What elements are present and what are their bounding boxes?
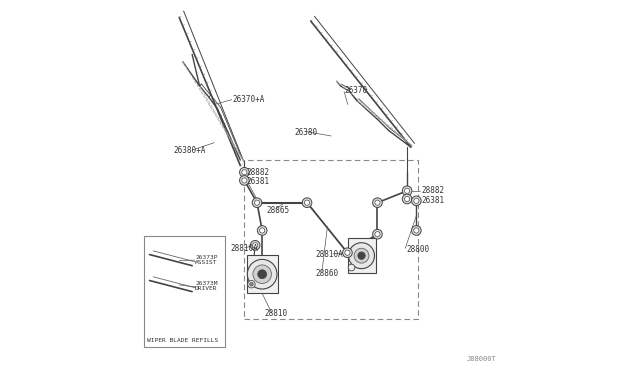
Text: 26381: 26381 <box>421 196 444 205</box>
Circle shape <box>375 232 380 237</box>
Circle shape <box>354 248 369 263</box>
Text: 26370: 26370 <box>344 86 367 95</box>
Circle shape <box>349 243 374 269</box>
Text: 26380: 26380 <box>294 128 317 137</box>
Text: 26370+A: 26370+A <box>232 95 264 104</box>
Circle shape <box>302 198 312 208</box>
Circle shape <box>253 243 258 248</box>
Circle shape <box>412 226 421 235</box>
Circle shape <box>250 282 253 286</box>
Text: 26373M: 26373M <box>195 281 218 286</box>
Text: 26373P: 26373P <box>195 255 218 260</box>
Circle shape <box>242 178 247 183</box>
Text: 28865: 28865 <box>266 206 289 215</box>
Text: 28882: 28882 <box>246 168 269 177</box>
Text: 26380+A: 26380+A <box>173 146 206 155</box>
Circle shape <box>257 226 267 235</box>
Text: 28882: 28882 <box>421 186 444 195</box>
Circle shape <box>404 196 410 202</box>
Circle shape <box>358 252 365 259</box>
Circle shape <box>414 228 419 233</box>
Circle shape <box>248 259 277 289</box>
Bar <box>144 236 225 347</box>
Circle shape <box>239 167 249 177</box>
Text: 26381: 26381 <box>246 177 269 186</box>
Circle shape <box>345 250 350 255</box>
Circle shape <box>252 198 262 208</box>
Text: 28860: 28860 <box>315 269 339 278</box>
Circle shape <box>372 230 382 239</box>
Circle shape <box>305 200 310 205</box>
Bar <box>246 254 278 294</box>
Text: DRIVER: DRIVER <box>195 286 218 291</box>
Text: WIPER BLADE REFILLS: WIPER BLADE REFILLS <box>147 338 218 343</box>
Circle shape <box>253 265 271 283</box>
Text: ASSIST: ASSIST <box>195 260 218 265</box>
Circle shape <box>248 280 255 288</box>
Circle shape <box>412 196 421 206</box>
Text: 28810A: 28810A <box>230 244 258 253</box>
Text: 28810: 28810 <box>264 310 287 318</box>
Circle shape <box>342 248 352 257</box>
Circle shape <box>403 194 412 204</box>
Bar <box>348 238 376 273</box>
Circle shape <box>242 170 247 175</box>
Circle shape <box>239 176 249 185</box>
Circle shape <box>250 240 260 250</box>
Circle shape <box>258 270 267 279</box>
Circle shape <box>375 200 380 205</box>
Text: 28800: 28800 <box>406 244 429 253</box>
Circle shape <box>403 186 412 196</box>
Text: J88000T: J88000T <box>467 356 496 362</box>
Circle shape <box>260 228 265 233</box>
Circle shape <box>348 264 355 271</box>
Circle shape <box>372 198 382 208</box>
Circle shape <box>414 198 419 203</box>
Text: 28810A: 28810A <box>316 250 343 259</box>
Circle shape <box>255 200 260 205</box>
Circle shape <box>404 188 410 193</box>
